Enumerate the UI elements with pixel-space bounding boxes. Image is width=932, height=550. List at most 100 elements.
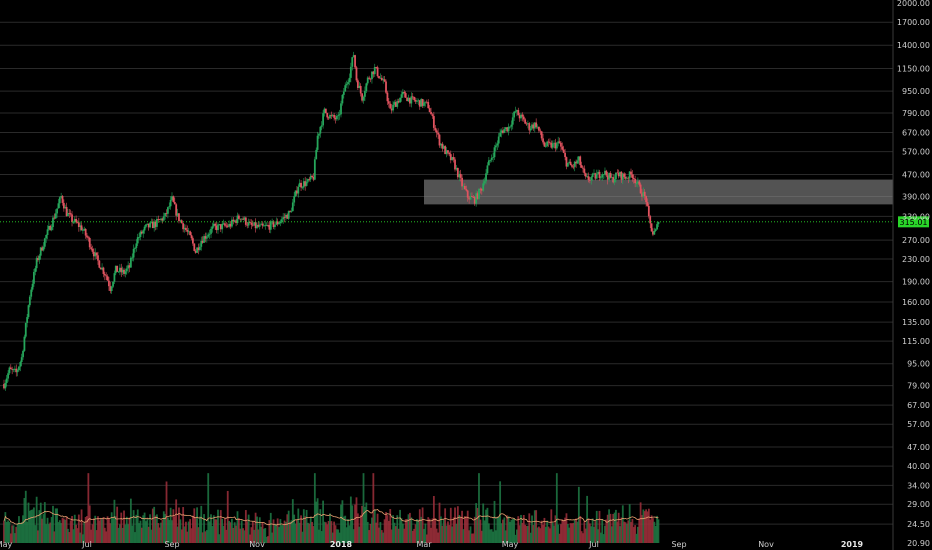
volume-bar — [555, 473, 558, 543]
candle-body — [142, 230, 145, 234]
candle-body — [169, 199, 172, 207]
volume-bar — [42, 514, 45, 543]
candle-body — [179, 220, 182, 222]
volume-bar — [269, 512, 272, 543]
candle-body — [364, 91, 366, 97]
candle-body — [442, 146, 445, 149]
candle-body — [435, 130, 438, 133]
candle-body — [652, 231, 654, 235]
candle-body — [452, 157, 455, 160]
volume-bar — [444, 508, 447, 543]
volume-bar — [378, 527, 380, 543]
volume-bar — [480, 530, 483, 543]
volume-bar — [621, 505, 624, 543]
volume-bar — [151, 508, 154, 543]
volume-bar — [573, 520, 576, 543]
candle-body — [564, 152, 566, 158]
candle-body — [307, 179, 309, 182]
candle-body — [27, 305, 30, 318]
x-axis: May Jul Sep Nov 2018 Mar May Jul Sep Nov 2019 — [0, 540, 864, 549]
y-tick-label: 160.00 — [902, 298, 930, 307]
candle-body — [418, 100, 421, 107]
volume-bar — [358, 526, 361, 543]
volume-bar — [235, 525, 237, 543]
volume-bar — [244, 510, 247, 543]
candle-body — [43, 238, 46, 247]
candle-body — [493, 147, 496, 158]
candle-body — [499, 132, 502, 137]
candle-body — [318, 133, 320, 136]
volume-bar — [105, 531, 108, 543]
candle-body — [584, 173, 587, 177]
volume-bar — [643, 511, 646, 543]
volume-bar — [455, 523, 458, 543]
volume-bar — [340, 504, 342, 543]
volume-bar — [109, 523, 112, 543]
candle-body — [387, 101, 390, 104]
candle-body — [41, 247, 43, 251]
candle-body — [500, 130, 503, 133]
candle-body — [90, 247, 93, 249]
volume-bar — [330, 521, 333, 543]
candle-body — [361, 93, 364, 101]
volume-bar — [354, 504, 356, 543]
volume-bar — [243, 530, 246, 543]
candle-body — [207, 234, 210, 237]
candle-body — [257, 224, 260, 227]
volume-bar — [315, 501, 318, 543]
y-tick-label: 1700.00 — [897, 18, 930, 27]
candle-body — [583, 168, 586, 174]
candle-body — [105, 275, 108, 277]
candle-body — [638, 181, 641, 185]
candle-body — [194, 250, 197, 253]
candle-body — [586, 176, 589, 178]
candle-body — [520, 114, 522, 119]
volume-bar — [192, 516, 194, 543]
candle-body — [278, 223, 280, 225]
candle-body — [87, 237, 90, 239]
y-tick-label: 230.00 — [902, 255, 930, 264]
volume-bar — [253, 529, 256, 543]
volume-bar — [309, 516, 312, 543]
volume-bar — [382, 532, 385, 543]
candle-body — [399, 97, 401, 103]
candle-body — [631, 174, 634, 178]
volume-bars — [3, 473, 660, 543]
candle-body — [12, 369, 15, 371]
candle-body — [308, 179, 311, 180]
candle-body — [645, 196, 647, 203]
candle-body — [553, 142, 555, 144]
candle-body — [371, 71, 373, 80]
grid — [0, 21, 893, 525]
volume-bar — [9, 533, 12, 543]
candle-body — [143, 226, 146, 231]
candle-body — [322, 113, 324, 126]
candle-body — [636, 181, 639, 184]
volume-bar — [175, 499, 178, 543]
volume-bar — [642, 509, 645, 543]
candle-body — [653, 231, 656, 235]
volume-bar — [13, 533, 16, 543]
volume-bar — [409, 512, 411, 543]
volume-bar — [428, 518, 431, 543]
volume-bar — [329, 513, 331, 543]
candle-body — [451, 157, 454, 161]
volume-bar — [68, 532, 71, 543]
volume-bar — [522, 515, 525, 543]
volume-bar — [359, 515, 362, 543]
volume-bar — [435, 528, 438, 543]
candle-body — [256, 224, 258, 229]
x-tick-label: May — [502, 540, 519, 549]
candle-body — [94, 252, 97, 257]
candle-body — [208, 233, 211, 235]
volume-bar — [549, 528, 551, 543]
y-tick-label: 34.00 — [907, 481, 930, 490]
candle-body — [171, 196, 173, 200]
volume-bar — [362, 473, 365, 543]
volume-bar — [404, 519, 407, 543]
volume-bar — [529, 532, 532, 543]
volume-bar — [532, 525, 535, 543]
volume-bar — [538, 526, 540, 543]
candle-body — [276, 221, 279, 225]
